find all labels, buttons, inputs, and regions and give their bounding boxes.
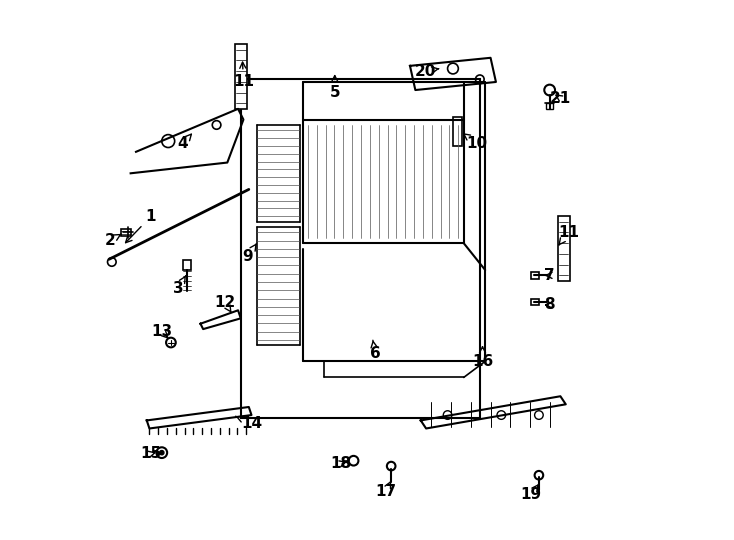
Circle shape — [159, 450, 164, 455]
Text: 15: 15 — [140, 446, 161, 461]
Text: 18: 18 — [330, 456, 352, 471]
Text: 10: 10 — [463, 134, 487, 151]
Bar — [531, 299, 539, 306]
Text: 19: 19 — [520, 484, 542, 502]
Text: 2: 2 — [105, 233, 121, 248]
Bar — [241, 79, 480, 418]
Text: 8: 8 — [545, 298, 555, 313]
Text: 13: 13 — [151, 325, 172, 339]
Text: 12: 12 — [214, 295, 236, 313]
Bar — [121, 228, 131, 236]
Text: 21: 21 — [550, 91, 571, 106]
Text: 17: 17 — [375, 481, 396, 499]
Text: 6: 6 — [370, 340, 380, 361]
Bar — [453, 117, 462, 146]
Text: 16: 16 — [472, 347, 493, 369]
Bar — [236, 44, 247, 109]
Bar — [546, 104, 553, 109]
Text: 11: 11 — [233, 62, 254, 90]
Text: 20: 20 — [414, 64, 439, 79]
Text: 14: 14 — [236, 416, 262, 430]
Text: 3: 3 — [172, 276, 186, 296]
Text: 1: 1 — [126, 209, 156, 242]
Bar — [184, 260, 191, 270]
Text: 5: 5 — [330, 76, 340, 100]
Text: 11: 11 — [558, 225, 579, 245]
Bar — [531, 272, 539, 279]
Bar — [558, 217, 570, 281]
Text: 9: 9 — [242, 244, 256, 264]
Text: 4: 4 — [178, 134, 192, 151]
Text: 7: 7 — [545, 268, 555, 283]
